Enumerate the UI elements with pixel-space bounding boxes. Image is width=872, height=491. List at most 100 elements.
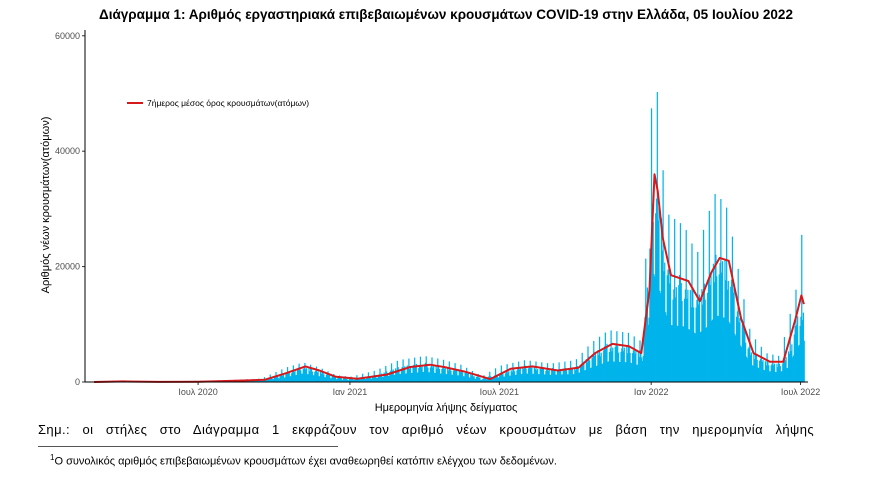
daily-case-bar [527, 373, 529, 382]
daily-case-bar [405, 373, 408, 382]
daily-case-bar [441, 369, 443, 382]
daily-case-bar [336, 379, 338, 382]
daily-case-bar [393, 374, 395, 382]
daily-case-bar [756, 359, 758, 382]
daily-case-bar [546, 363, 549, 382]
daily-case-bar [451, 374, 453, 382]
daily-case-bar [353, 379, 356, 382]
y-tick-label: 0 [75, 377, 80, 387]
daily-case-bar [404, 373, 407, 382]
daily-case-bar [327, 371, 329, 382]
daily-case-bar [697, 251, 699, 382]
daily-case-bar [719, 262, 721, 382]
daily-case-bar [636, 364, 638, 382]
daily-case-bar [383, 372, 385, 382]
daily-case-bar [273, 376, 275, 382]
daily-case-bar [704, 299, 706, 382]
daily-case-bar [346, 378, 348, 382]
daily-case-bar [459, 372, 461, 382]
daily-case-bar [684, 289, 686, 382]
daily-case-bar [324, 377, 326, 382]
daily-case-bar [617, 352, 620, 382]
daily-case-bar [471, 375, 473, 382]
daily-case-bar [363, 377, 365, 382]
daily-case-bar [329, 374, 331, 382]
daily-case-bar [774, 371, 776, 382]
daily-case-bar [494, 375, 496, 382]
daily-case-bar [321, 368, 323, 382]
daily-case-bar [283, 377, 285, 382]
daily-case-bar [305, 369, 307, 382]
daily-case-bar [793, 334, 795, 382]
daily-case-bar [472, 376, 474, 382]
daily-case-bar [268, 378, 271, 382]
daily-case-bar [634, 353, 636, 382]
daily-case-bar [445, 374, 447, 382]
daily-case-bar [483, 375, 485, 382]
footnote-rule [38, 446, 338, 447]
daily-case-bar [349, 378, 351, 382]
daily-case-bar [780, 371, 782, 382]
chart-legend: 7ήμερος μέσος όρος κρουσμάτων(ατόμων) [127, 98, 309, 108]
daily-case-bar [548, 369, 550, 382]
daily-case-bar [508, 371, 510, 382]
x-axis-ticks: Ιουλ 2020 Ιαν 2021 Ιουλ 2021 Ιαν 2022 Ιουλ 2… [178, 382, 820, 397]
daily-case-bar [791, 344, 793, 382]
daily-case-bar [652, 221, 654, 382]
daily-case-bar [545, 371, 547, 382]
daily-case-bar [543, 374, 545, 382]
daily-case-bar [799, 325, 801, 382]
daily-case-bar [403, 367, 405, 382]
daily-case-bar [288, 371, 290, 382]
daily-case-bar [255, 380, 257, 382]
daily-case-bar [658, 207, 660, 382]
daily-case-bar [528, 366, 531, 382]
daily-case-bar [444, 367, 446, 382]
daily-case-bar [752, 365, 754, 382]
daily-case-bar [495, 375, 497, 382]
daily-case-bar [604, 332, 606, 382]
daily-case-bar [419, 366, 421, 382]
daily-case-bar [737, 268, 739, 382]
daily-case-bar [750, 352, 753, 382]
daily-case-bar [497, 377, 499, 382]
daily-case-bar [712, 263, 715, 382]
daily-case-bar [280, 375, 282, 382]
y-tick-label: 20000 [55, 262, 80, 272]
daily-case-bar [514, 374, 516, 382]
daily-case-bar [473, 376, 475, 382]
daily-case-bar [542, 367, 545, 382]
daily-case-bar [785, 357, 787, 382]
daily-case-bar [463, 376, 465, 382]
daily-case-bar [256, 380, 258, 382]
daily-case-bar [480, 379, 482, 382]
daily-case-bar [329, 378, 332, 382]
daily-case-bar [522, 366, 524, 382]
daily-case-bar [715, 254, 717, 382]
daily-case-bar [392, 369, 394, 382]
daily-case-bar [481, 379, 483, 382]
daily-case-bar [677, 325, 679, 382]
daily-case-bar [584, 370, 586, 382]
daily-case-bar [650, 260, 652, 382]
daily-case-bar [709, 285, 711, 382]
daily-case-bar [714, 193, 716, 382]
daily-case-bar [693, 307, 695, 382]
daily-case-bar [688, 329, 690, 382]
daily-case-bar [337, 377, 339, 382]
daily-case-bar [290, 376, 292, 382]
daily-case-bar [784, 360, 786, 382]
daily-case-bar [439, 373, 441, 382]
daily-case-bar [352, 379, 355, 382]
daily-case-bar [537, 374, 540, 382]
daily-case-bar [788, 353, 790, 382]
daily-case-bar [415, 363, 417, 382]
daily-case-bar [338, 377, 340, 382]
daily-case-bar [340, 377, 342, 382]
daily-case-bar [593, 355, 596, 382]
daily-case-bar [713, 282, 715, 382]
legend-label: 7ήμερος μέσος όρος κρουσμάτων(ατόμων) [147, 98, 309, 108]
daily-case-bar [461, 372, 464, 382]
daily-case-bar [639, 340, 641, 382]
daily-case-bar [517, 368, 519, 382]
